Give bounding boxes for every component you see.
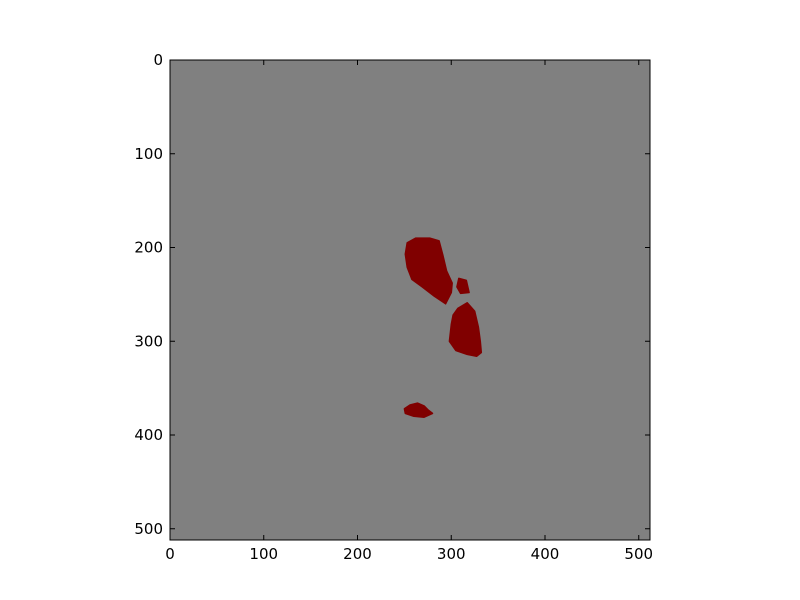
y-tick-label: 200	[134, 239, 163, 257]
x-tick-label: 500	[624, 545, 653, 563]
y-tick-label: 300	[134, 332, 163, 350]
x-tick-label: 100	[249, 545, 278, 563]
image-background	[170, 60, 650, 540]
region-1	[404, 237, 453, 305]
x-tick-label: 400	[531, 545, 560, 563]
x-tick-label: 200	[343, 545, 372, 563]
region-3	[448, 302, 483, 358]
y-tick-label: 100	[134, 145, 163, 163]
region-2	[456, 277, 470, 295]
x-tick-labels: 0 100 200 300 400 500	[165, 545, 653, 563]
y-tick-label: 400	[134, 426, 163, 444]
masked-regions	[403, 237, 483, 418]
y-tick-labels: 0 100 200 300 400 500	[134, 51, 163, 538]
plot-frame	[169, 59, 651, 541]
region-4	[403, 402, 434, 418]
y-tick-label: 0	[153, 51, 163, 69]
x-tick-label: 0	[165, 545, 175, 563]
y-tick-label: 500	[134, 520, 163, 538]
x-tick-label: 300	[437, 545, 466, 563]
